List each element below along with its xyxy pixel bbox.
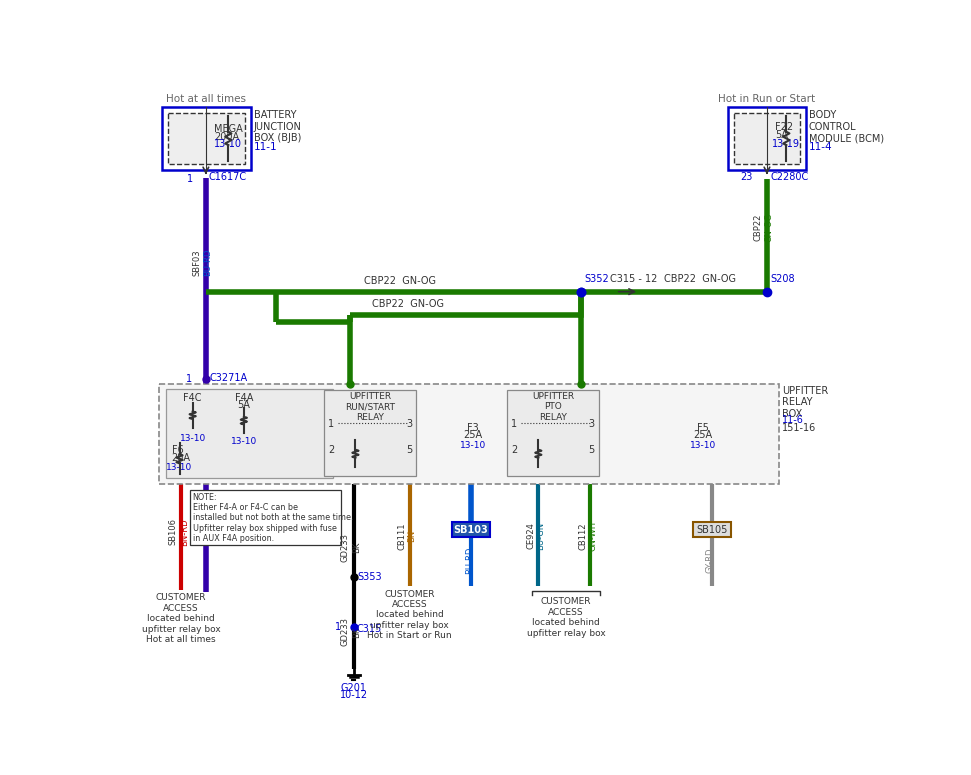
Text: SB103: SB103 xyxy=(453,525,488,535)
Text: BK: BK xyxy=(352,626,360,638)
Text: BK: BK xyxy=(352,542,360,553)
Bar xyxy=(189,490,341,545)
Text: Hot in Run or Start: Hot in Run or Start xyxy=(719,94,816,104)
Text: F22: F22 xyxy=(776,122,793,133)
Text: G201: G201 xyxy=(341,683,367,693)
Bar xyxy=(166,390,333,478)
Text: S353: S353 xyxy=(357,571,382,581)
Text: CUSTOMER
ACCESS
located behind
upfitter relay box
Hot in Start or Run: CUSTOMER ACCESS located behind upfitter … xyxy=(367,590,452,640)
Text: CB111: CB111 xyxy=(397,522,407,549)
Bar xyxy=(158,384,779,484)
Text: 5: 5 xyxy=(406,446,412,455)
Text: 3: 3 xyxy=(588,419,595,429)
Text: F6: F6 xyxy=(172,445,184,455)
Text: S208: S208 xyxy=(770,274,794,284)
Text: BU-RD: BU-RD xyxy=(465,546,474,574)
Text: C315: C315 xyxy=(357,625,383,634)
Text: F4C: F4C xyxy=(184,393,202,403)
Text: UPFITTER
RUN/START
RELAY: UPFITTER RUN/START RELAY xyxy=(345,391,395,422)
Text: 2: 2 xyxy=(328,446,335,455)
Text: F3: F3 xyxy=(467,422,479,432)
Text: 13-10: 13-10 xyxy=(689,441,716,450)
Bar xyxy=(734,113,799,164)
Text: S352: S352 xyxy=(584,274,609,284)
Bar xyxy=(693,522,730,537)
Text: 13-10: 13-10 xyxy=(215,140,243,150)
Text: 23: 23 xyxy=(741,171,753,181)
Text: 10-12: 10-12 xyxy=(340,690,368,700)
Text: C1617C: C1617C xyxy=(209,171,247,181)
Bar xyxy=(324,391,416,477)
Text: Hot at all times: Hot at all times xyxy=(166,94,246,104)
Text: BN: BN xyxy=(408,529,417,542)
Text: F4A: F4A xyxy=(235,393,253,403)
Text: C2280C: C2280C xyxy=(770,171,808,181)
Text: CBP22: CBP22 xyxy=(753,214,762,242)
Text: CBP22  GN-OG: CBP22 GN-OG xyxy=(364,275,436,285)
Text: 13-10: 13-10 xyxy=(166,463,192,472)
Bar xyxy=(507,391,599,477)
Text: CBP22  GN-OG: CBP22 GN-OG xyxy=(664,274,736,284)
Text: SB105: SB105 xyxy=(696,525,727,535)
Text: GD233: GD233 xyxy=(340,618,350,646)
Bar xyxy=(162,107,251,170)
Text: 151-16: 151-16 xyxy=(783,422,817,432)
Text: 13-10: 13-10 xyxy=(180,434,206,443)
Text: 1: 1 xyxy=(187,174,193,184)
Text: 200A: 200A xyxy=(215,132,240,142)
Text: GD233: GD233 xyxy=(340,532,350,562)
Text: 13-19: 13-19 xyxy=(772,140,800,150)
Text: GN-WH: GN-WH xyxy=(588,521,597,551)
Text: BU-RD: BU-RD xyxy=(203,249,212,276)
Text: UPFITTER
PTO
RELAY: UPFITTER PTO RELAY xyxy=(532,391,574,422)
Text: GY-RD: GY-RD xyxy=(706,548,715,574)
Text: C3271A: C3271A xyxy=(210,373,248,383)
Text: 1: 1 xyxy=(335,622,342,632)
Text: CBP22  GN-OG: CBP22 GN-OG xyxy=(372,298,444,308)
Text: MEGA: MEGA xyxy=(215,124,243,134)
Text: 5: 5 xyxy=(588,446,595,455)
Text: SB106: SB106 xyxy=(169,518,178,546)
Bar xyxy=(728,107,806,170)
Text: C315 - 12: C315 - 12 xyxy=(610,274,657,284)
Text: CB112: CB112 xyxy=(578,522,587,549)
Text: CE924: CE924 xyxy=(526,522,535,549)
Text: 25A: 25A xyxy=(464,430,483,440)
Text: UPFITTER
RELAY
BOX: UPFITTER RELAY BOX xyxy=(783,386,828,418)
Text: GN-OG: GN-OG xyxy=(765,213,774,243)
Text: 25A: 25A xyxy=(693,430,712,440)
Bar xyxy=(168,113,245,164)
Text: F5: F5 xyxy=(696,422,709,432)
Text: 13-10: 13-10 xyxy=(231,437,257,446)
Text: 3: 3 xyxy=(406,419,412,429)
Text: BATTERY
JUNCTION
BOX (BJB): BATTERY JUNCTION BOX (BJB) xyxy=(253,110,302,143)
Text: 1: 1 xyxy=(511,419,518,429)
Text: CUSTOMER
ACCESS
located behind
upfitter relay box: CUSTOMER ACCESS located behind upfitter … xyxy=(527,598,606,638)
Text: BN-RD: BN-RD xyxy=(180,518,188,546)
Text: SBF03: SBF03 xyxy=(192,249,201,276)
Text: 20A: 20A xyxy=(172,453,190,463)
Text: 11-1: 11-1 xyxy=(253,143,278,152)
Text: 5A: 5A xyxy=(237,400,251,410)
Text: CUSTOMER
ACCESS
located behind
upfitter relay box
Hot at all times: CUSTOMER ACCESS located behind upfitter … xyxy=(142,594,220,644)
Text: BU-GN: BU-GN xyxy=(536,522,545,549)
Text: 1: 1 xyxy=(328,419,334,429)
Text: BODY
CONTROL
MODULE (BCM): BODY CONTROL MODULE (BCM) xyxy=(809,110,884,143)
Bar xyxy=(452,522,489,537)
Text: 5A: 5A xyxy=(776,130,788,140)
Text: 1: 1 xyxy=(185,374,192,384)
Text: 13-10: 13-10 xyxy=(460,441,486,450)
Text: NOTE:
Either F4-A or F4-C can be
installed but not both at the same time.
Upfitt: NOTE: Either F4-A or F4-C can be install… xyxy=(192,493,353,543)
Text: 11-4: 11-4 xyxy=(809,143,832,152)
Text: 11-6: 11-6 xyxy=(783,415,804,425)
Text: 2: 2 xyxy=(511,446,518,455)
